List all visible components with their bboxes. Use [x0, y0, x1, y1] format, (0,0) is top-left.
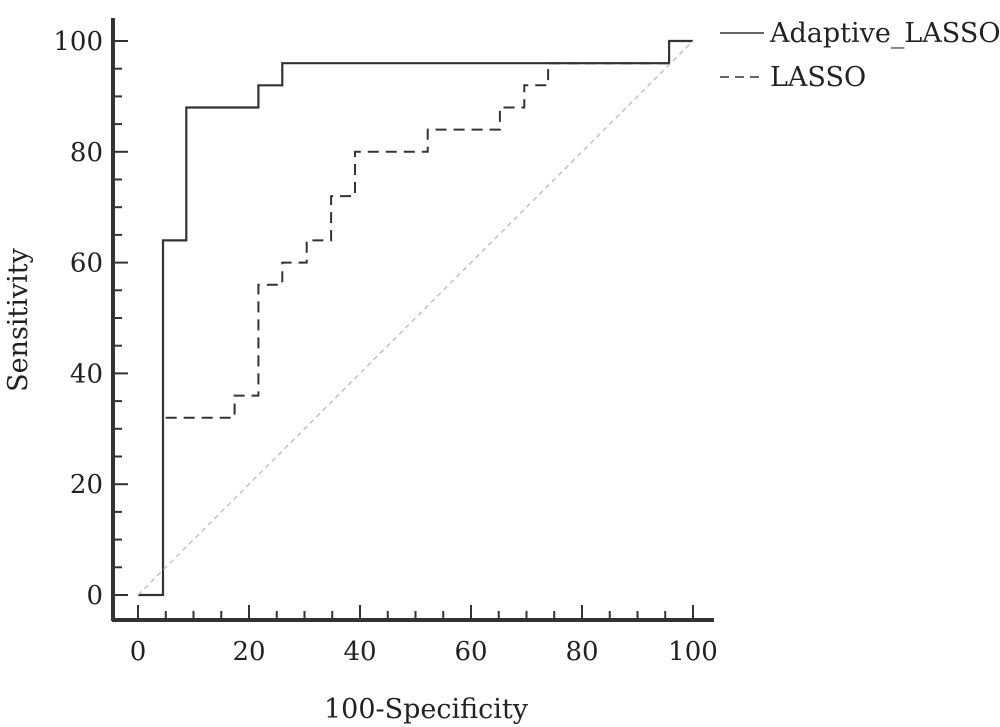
reference-diagonal-line — [137, 40, 694, 596]
axes — [111, 18, 714, 622]
y-axis-title: Sensitivity — [3, 247, 34, 392]
x-tick-label: 0 — [130, 637, 147, 667]
x-tick-label: 40 — [343, 637, 376, 667]
y-tick-label: 80 — [70, 138, 103, 168]
series-line-lasso — [162, 62, 670, 595]
x-tick-label: 20 — [232, 637, 265, 667]
ticks: 0 20 40 60 80 100 0 20 40 60 80 100 — [53, 27, 717, 667]
y-tick-label: 100 — [53, 27, 103, 57]
legend-label-adaptive-lasso: Adaptive_LASSO — [769, 18, 1000, 49]
y-tick-label: 20 — [70, 470, 103, 500]
y-tick-label: 0 — [86, 581, 103, 611]
x-tick-label: 80 — [565, 637, 598, 667]
legend-label-lasso: LASSO — [770, 62, 866, 93]
plot-lines — [137, 39, 694, 597]
legend: Adaptive_LASSO LASSO — [720, 18, 1000, 93]
x-tick-label: 60 — [454, 637, 487, 667]
x-tick-label: 100 — [668, 637, 718, 667]
y-tick-label: 60 — [70, 249, 103, 279]
y-tick-label: 40 — [70, 359, 103, 389]
x-axis-title: 100-Specificity — [324, 694, 529, 725]
series-line-adaptive-lasso — [138, 39, 693, 597]
